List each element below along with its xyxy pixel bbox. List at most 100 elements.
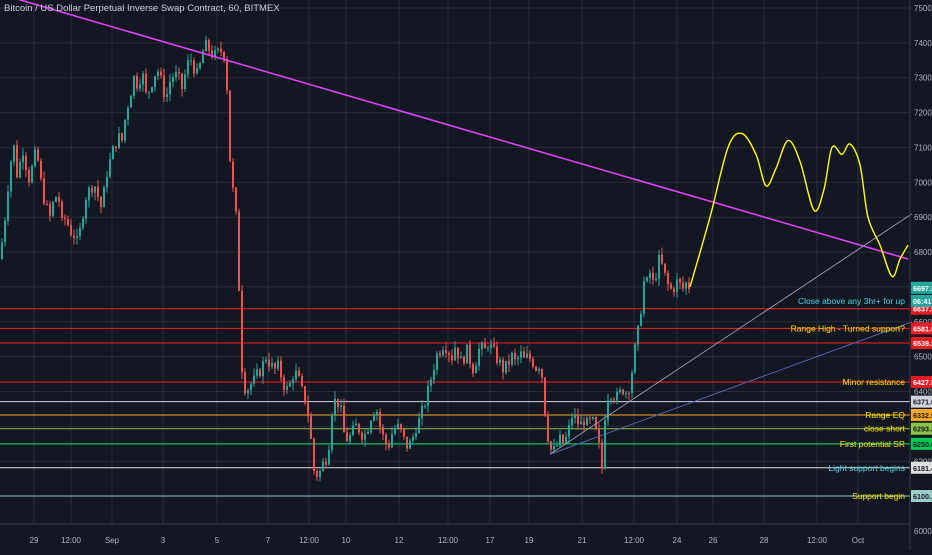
candle-body <box>403 429 405 437</box>
candle-body <box>61 201 63 218</box>
x-tick-label: 12:00 <box>438 536 459 545</box>
candle-body <box>673 288 675 292</box>
candle-body <box>265 359 267 362</box>
candle-body <box>661 254 663 264</box>
candle-body <box>52 201 54 216</box>
candle-body <box>262 361 264 377</box>
candle-body <box>589 417 591 419</box>
level-label: Range EQ <box>865 410 905 420</box>
candle-body <box>544 377 546 416</box>
level-label: close short <box>864 424 906 434</box>
candle-body <box>271 363 273 367</box>
candle-body <box>571 417 573 425</box>
candle-body <box>334 398 336 415</box>
candle-body <box>250 383 252 391</box>
y-tick-label: 7200.0 <box>914 109 932 118</box>
candle-body <box>187 60 189 75</box>
level-label: Range High - Turned support? <box>791 323 906 333</box>
candle-body <box>58 196 60 202</box>
candle-body <box>115 146 117 149</box>
candle-body <box>85 200 87 219</box>
candle-body <box>529 353 531 359</box>
candle-body <box>580 421 582 425</box>
y-tick-label: 7400.0 <box>914 39 932 48</box>
x-tick-label: 7 <box>266 536 271 545</box>
y-tick-label: 6000.0 <box>914 527 932 536</box>
x-tick-label: 10 <box>342 536 351 545</box>
candle-body <box>520 351 522 358</box>
candle-body <box>430 379 432 386</box>
candle-body <box>31 165 33 183</box>
y-tick-label: 7500.0 <box>914 4 932 13</box>
time-axis[interactable]: 29 12:00 Sep 3 5 7 12:00 10 12 12:00 17 19 21 12:00 24… <box>30 536 865 545</box>
x-tick-label: 29 <box>30 536 39 545</box>
candle-body <box>295 370 297 380</box>
candle-body <box>217 48 219 51</box>
candle-body <box>181 73 183 90</box>
candle-body <box>346 432 348 442</box>
candle-body <box>394 428 396 434</box>
candle-body <box>628 392 630 394</box>
candle-body <box>103 187 105 208</box>
candle-body <box>343 405 345 433</box>
candle-body <box>247 390 249 394</box>
candle-body <box>325 461 327 465</box>
candle-body <box>634 344 636 373</box>
candle-body <box>550 441 552 450</box>
candle-body <box>19 162 21 178</box>
x-tick-label: 24 <box>673 536 682 545</box>
candle-body <box>340 405 342 407</box>
candle-body <box>76 235 78 238</box>
candle-body <box>238 211 240 291</box>
level-price-tag-bg <box>911 409 932 422</box>
candle-body <box>112 146 114 160</box>
candle-body <box>169 81 171 95</box>
candle-body <box>151 87 153 92</box>
candle-body <box>592 417 594 419</box>
level-price-tag: 6427.5 <box>913 378 932 387</box>
candle-body <box>82 218 84 228</box>
candle-body <box>667 272 669 285</box>
candle-body <box>397 424 399 429</box>
candle-body <box>670 284 672 289</box>
candle-body <box>631 372 633 394</box>
candle-body <box>436 353 438 370</box>
candle-body <box>244 372 246 394</box>
level-price-tag-bg <box>911 422 932 435</box>
candle-body <box>277 360 279 369</box>
candle-body <box>466 344 468 364</box>
level-label: Minor resistance <box>843 377 906 387</box>
candle-body <box>646 277 648 282</box>
candle-body <box>202 51 204 64</box>
candle-body <box>682 282 684 289</box>
level-price-tag: 6181.4 <box>913 464 932 473</box>
candle-body <box>4 220 6 243</box>
candle-body <box>46 203 48 205</box>
candle-body <box>298 370 300 376</box>
candle-body <box>526 353 528 358</box>
candle-body <box>34 149 36 166</box>
level-price-tag-bg <box>911 437 932 450</box>
x-tick-label: Sep <box>105 536 120 545</box>
candle-body <box>133 76 135 96</box>
level-price-tag: 6293.3 <box>913 425 932 434</box>
candle-body <box>511 353 513 365</box>
level-price-tag: 6100.3 <box>913 492 932 501</box>
x-tick-label: 28 <box>760 536 769 545</box>
candle-body <box>229 90 231 162</box>
candle-body <box>517 357 519 360</box>
candle-body <box>94 186 96 193</box>
candle-body <box>451 354 453 361</box>
candle-body <box>130 95 132 108</box>
candle-body <box>88 187 90 201</box>
candle-body <box>256 369 258 376</box>
candle-body <box>553 446 555 450</box>
candle-body <box>199 63 201 69</box>
candle-body <box>547 415 549 442</box>
candle-body <box>292 379 294 384</box>
level-labels: Range High - Turned support? Minor resist… <box>791 296 906 501</box>
candle-body <box>400 424 402 430</box>
